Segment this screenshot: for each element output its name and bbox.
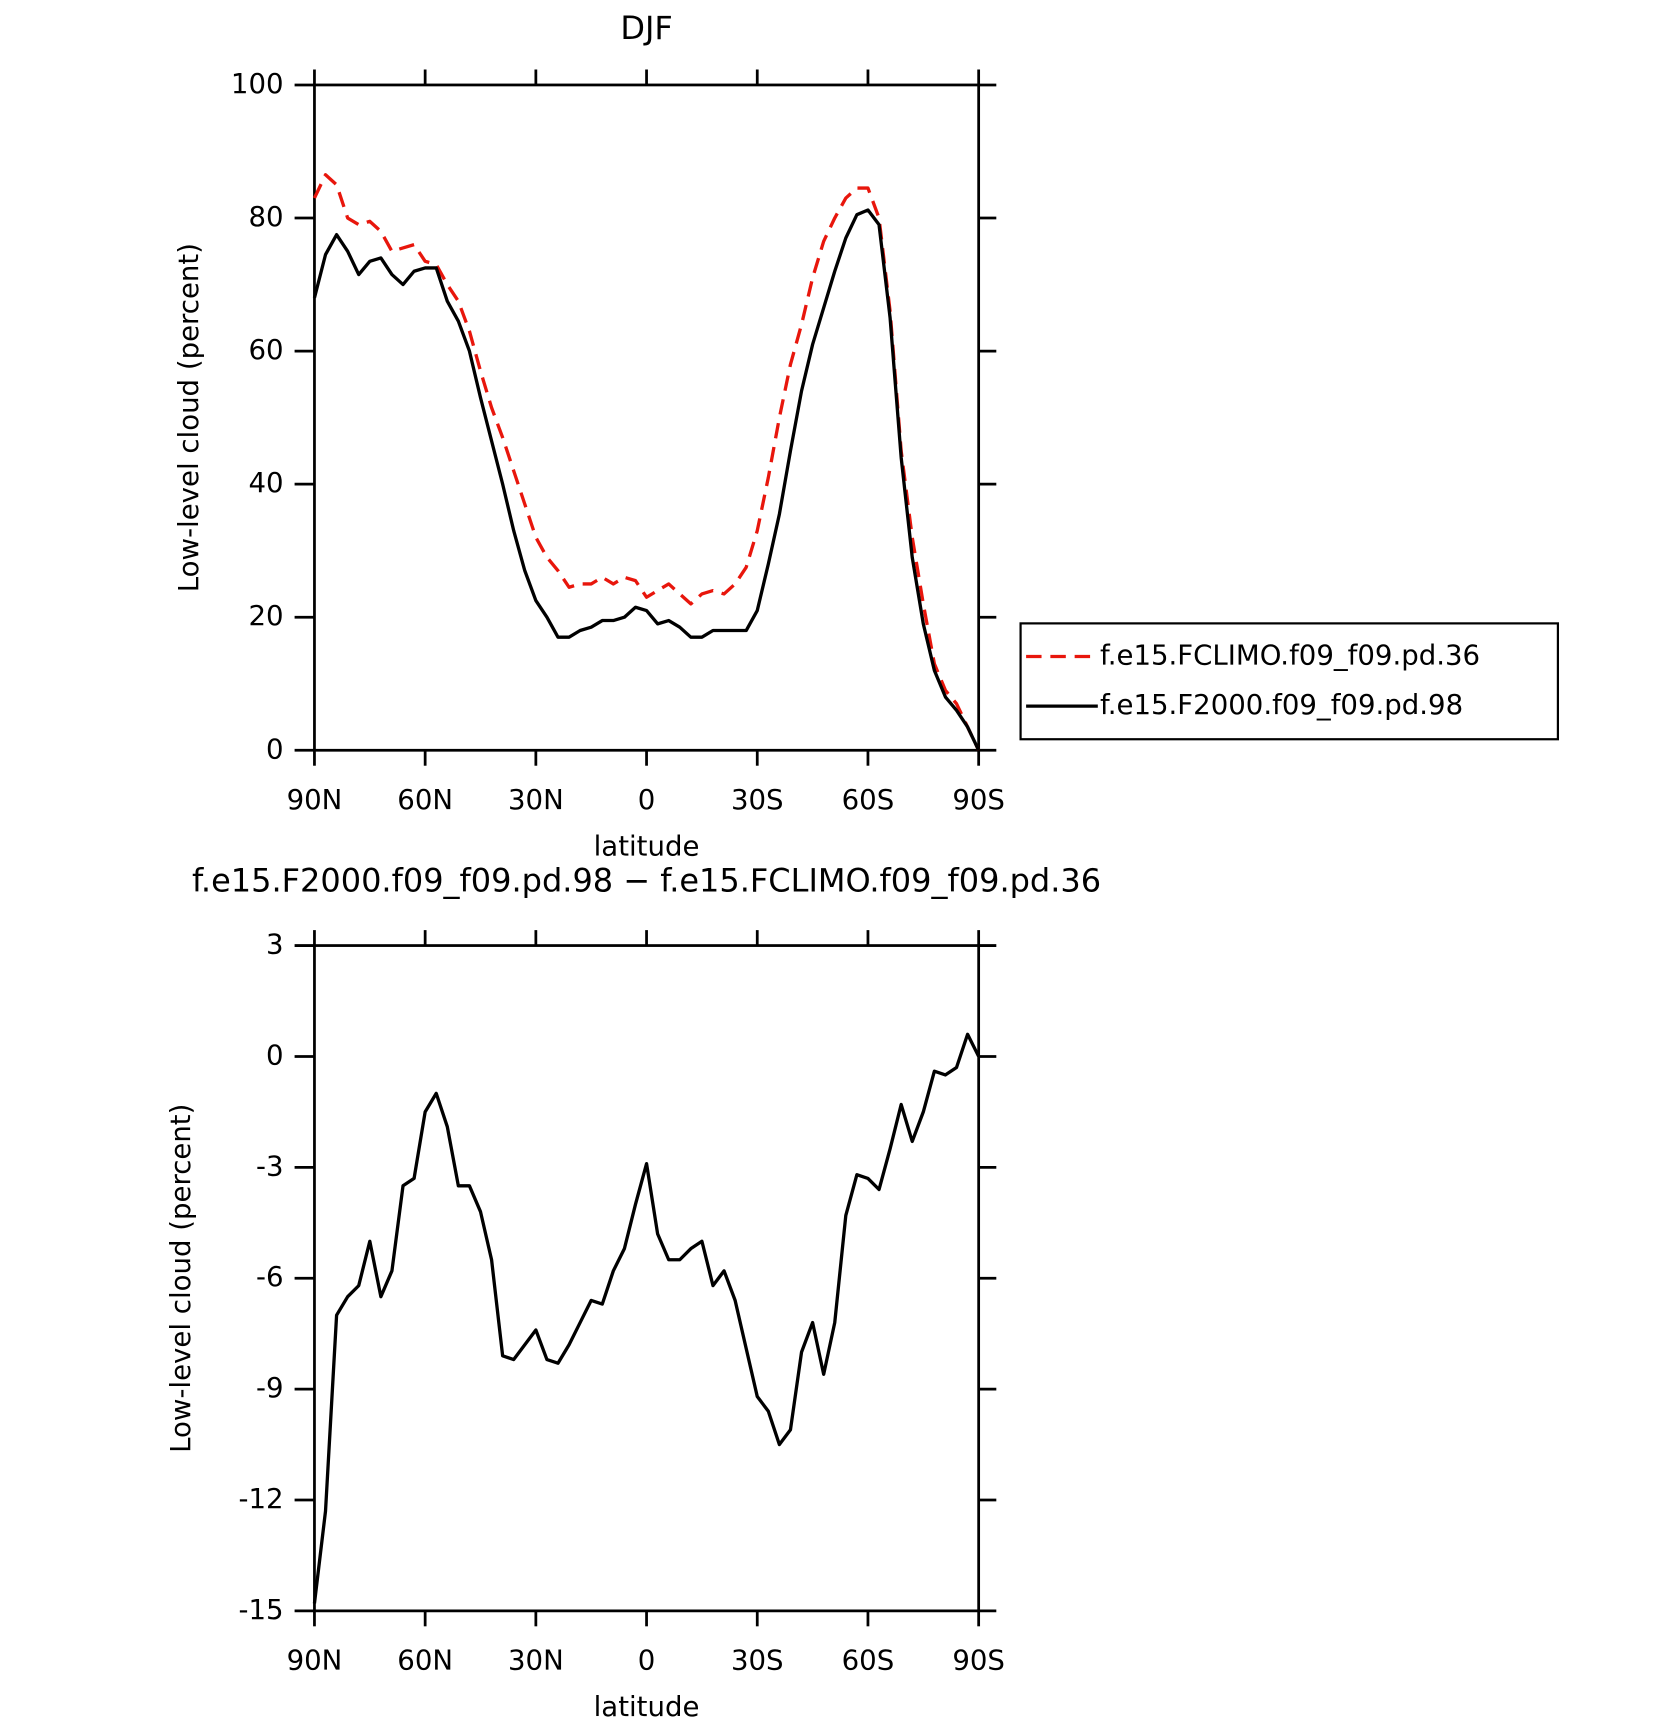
x-tick-label: 30N xyxy=(508,783,564,816)
x-tick-label: 60N xyxy=(397,783,453,816)
x-tick-label: 30N xyxy=(508,1644,564,1677)
x-tick-label: 0 xyxy=(638,783,656,816)
y-axis-label: Low-level cloud (percent) xyxy=(172,243,205,592)
x-tick-label: 60N xyxy=(397,1644,453,1677)
x-tick-label: 60S xyxy=(842,1644,895,1677)
y-tick-label: 40 xyxy=(248,466,283,499)
y-tick-label: 3 xyxy=(266,928,284,961)
x-tick-label: 30S xyxy=(731,783,784,816)
x-axis-label: latitude xyxy=(594,1690,700,1719)
x-tick-label: 60S xyxy=(842,783,895,816)
chart-title: DJF xyxy=(620,9,672,47)
plot-frame xyxy=(313,83,981,752)
y-tick-label: 80 xyxy=(248,200,283,233)
chart-title: f.e15.F2000.f09_f09.pd.98 − f.e15.FCLIMO… xyxy=(192,862,1101,900)
x-tick-label: 0 xyxy=(638,1644,656,1677)
x-tick-label: 30S xyxy=(731,1644,784,1677)
y-tick-label: 0 xyxy=(266,1038,284,1071)
y-tick-label: -9 xyxy=(256,1371,284,1404)
legend-box xyxy=(1019,622,1560,741)
x-tick-label: 90S xyxy=(952,1644,1005,1677)
x-tick-label: 90N xyxy=(287,1644,343,1677)
y-tick-label: 100 xyxy=(231,67,284,100)
legend-label: f.e15.FCLIMO.f09_f09.pd.36 xyxy=(1100,638,1480,671)
x-tick-label: 90S xyxy=(952,783,1005,816)
y-tick-label: 20 xyxy=(248,599,283,632)
data-line xyxy=(312,173,981,751)
y-tick-label: 60 xyxy=(248,333,283,366)
legend-label: f.e15.F2000.f09_f09.pd.98 xyxy=(1100,688,1463,721)
y-tick-label: -15 xyxy=(239,1593,284,1626)
data-line xyxy=(312,1032,981,1604)
y-tick-label: -6 xyxy=(256,1260,284,1293)
y-tick-label: -3 xyxy=(256,1149,284,1182)
y-tick-label: -12 xyxy=(239,1482,284,1515)
x-tick-label: 90N xyxy=(287,783,343,816)
y-tick-label: 0 xyxy=(266,732,284,765)
x-axis-label: latitude xyxy=(594,829,700,862)
y-axis-label: Low-level cloud (percent) xyxy=(164,1104,197,1453)
data-line xyxy=(312,208,981,751)
plot-frame xyxy=(313,944,981,1613)
